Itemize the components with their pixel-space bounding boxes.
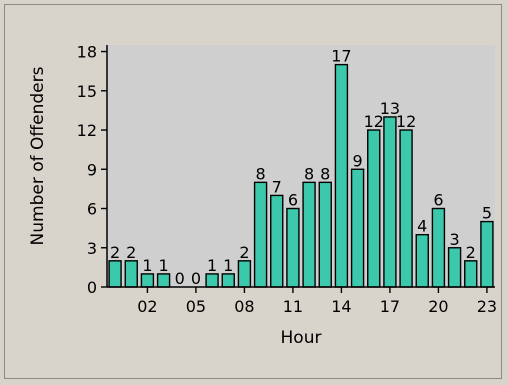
- bar-hour-22: [464, 260, 478, 288]
- bar-hour-1: [124, 260, 138, 288]
- bar-hour-12: [302, 181, 316, 288]
- data-label-hour-23: 5: [482, 204, 492, 223]
- data-label-hour-4: 0: [175, 269, 185, 288]
- bar-hour-17: [383, 116, 397, 288]
- y-tick-label: 18: [77, 43, 97, 62]
- data-label-hour-11: 6: [288, 191, 298, 210]
- x-tick-label: 14: [331, 297, 351, 316]
- x-ticks-group: 02 05 08 11 14 17 20 23: [137, 287, 497, 316]
- data-label-hour-8: 2: [239, 243, 249, 262]
- data-label-hour-19: 4: [417, 217, 427, 236]
- data-label-hour-0: 2: [110, 243, 120, 262]
- data-label-hour-20: 6: [433, 191, 443, 210]
- bar-hour-2: [140, 273, 155, 288]
- plot-area: [107, 45, 495, 287]
- data-label-hour-22: 2: [466, 243, 476, 262]
- bar-hour-20: [431, 207, 446, 288]
- data-label-hour-1: 2: [126, 243, 136, 262]
- y-tick-label: 3: [87, 239, 97, 258]
- data-label-hour-2: 1: [142, 256, 152, 275]
- bar-hour-7: [221, 273, 235, 288]
- y-ticks-group: 0 3 6 9 12 15 18: [77, 43, 107, 297]
- x-tick-label: 23: [477, 297, 497, 316]
- bar-hour-14: [334, 63, 349, 288]
- x-tick-label: 20: [428, 297, 448, 316]
- bar-hour-16: [367, 129, 381, 288]
- y-tick-label: 9: [87, 160, 97, 179]
- y-tick-label: 12: [77, 121, 97, 140]
- y-axis-label: Number of Offenders: [28, 66, 48, 245]
- bar-hour-9: [253, 181, 268, 288]
- data-label-hour-18: 12: [396, 112, 416, 131]
- data-label-hour-13: 8: [320, 164, 330, 183]
- bar-hour-23: [480, 220, 494, 288]
- bar-hour-21: [447, 247, 462, 288]
- data-label-hour-5: 0: [191, 269, 201, 288]
- x-tick-label: 11: [283, 297, 303, 316]
- bar-hour-11: [286, 207, 300, 288]
- chart-panel: 2 2 1 1 0 0 1 1 2 8 7 6 8 8 17 9 12 13 12 4 6 3 2 5 0 3 6 9 12 15 18 …: [4, 4, 502, 379]
- bar-hour-13: [318, 181, 332, 288]
- bar-hour-8: [237, 260, 252, 288]
- data-label-hour-6: 1: [207, 256, 217, 275]
- x-axis-label: Hour: [281, 328, 322, 348]
- bar-hour-3: [156, 273, 171, 288]
- data-label-hour-16: 12: [364, 112, 384, 131]
- data-label-hour-21: 3: [449, 230, 459, 249]
- data-label-hour-17: 13: [380, 99, 400, 118]
- data-label-hour-7: 1: [223, 256, 233, 275]
- x-tick-label: 08: [234, 297, 254, 316]
- data-label-hour-15: 9: [352, 151, 362, 170]
- x-tick-label: 17: [380, 297, 400, 316]
- bar-hour-15: [350, 168, 365, 288]
- bar-hour-6: [205, 273, 219, 288]
- data-label-hour-14: 17: [331, 47, 351, 66]
- bar-hour-18: [399, 129, 413, 288]
- y-tick-label: 15: [77, 82, 97, 101]
- y-tick-label: 0: [87, 278, 97, 297]
- x-tick-label: 02: [137, 297, 157, 316]
- data-label-hour-10: 7: [272, 177, 282, 196]
- x-tick-label: 05: [186, 297, 206, 316]
- bar-hour-19: [415, 233, 429, 288]
- bar-hour-10: [270, 194, 284, 288]
- data-label-hour-9: 8: [255, 164, 265, 183]
- data-label-hour-3: 1: [158, 256, 168, 275]
- bar-hour-0: [108, 260, 122, 288]
- data-label-hour-12: 8: [304, 164, 314, 183]
- y-tick-label: 6: [87, 200, 97, 219]
